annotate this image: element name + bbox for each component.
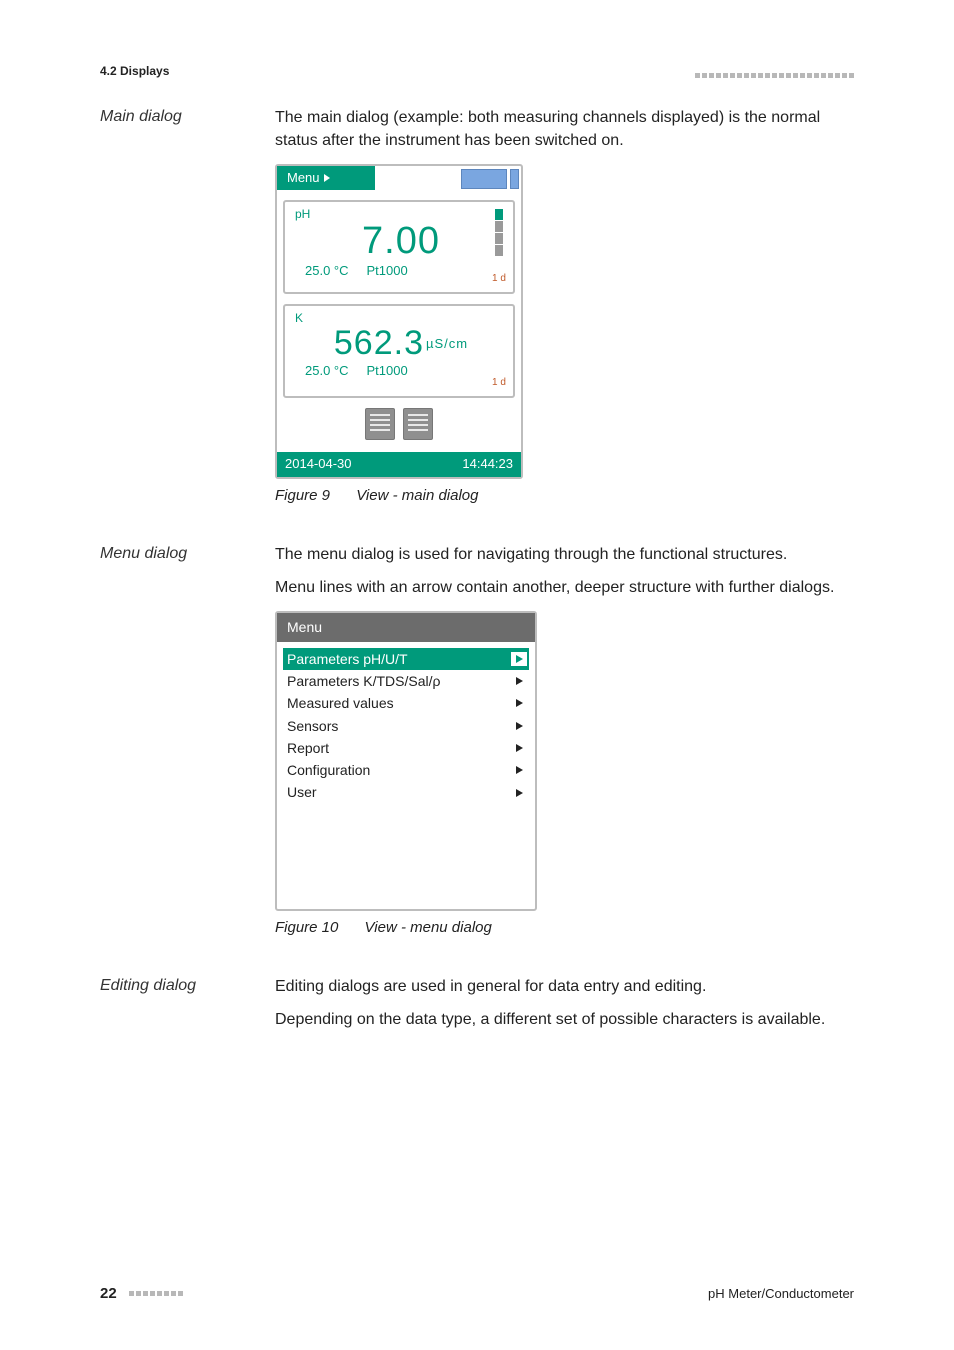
figure10-number: Figure 10 (275, 919, 338, 936)
menu-button-label: Menu (287, 169, 320, 188)
menu-item-label: Parameters K/TDS/Sal/ρ (285, 671, 516, 691)
side-label-main: Main dialog (100, 106, 275, 126)
side-label-menu: Menu dialog (100, 543, 275, 563)
chevron-right-icon (516, 722, 523, 730)
signal-strength-ph (495, 208, 503, 256)
device-main-dialog: Menu pH 7.00 25.0 °C Pt1000 (275, 164, 523, 479)
editing-dialog-p1: Editing dialogs are used in general for … (275, 975, 854, 998)
footer-decoration (129, 1291, 183, 1296)
chevron-right-icon (516, 699, 523, 707)
status-bar: 2014-04-30 14:44:23 (277, 452, 521, 477)
menu-item-label: Sensors (285, 716, 516, 736)
header-decoration (695, 73, 854, 78)
chevron-right-icon (324, 174, 330, 182)
editing-dialog-p2: Depending on the data type, a different … (275, 1008, 854, 1031)
panel-k-value: 562.3µS/cm (295, 326, 507, 360)
menu-title-bar: Menu (277, 613, 535, 641)
main-dialog-intro: The main dialog (example: both measuring… (275, 106, 854, 152)
panel-k-temp: 25.0 °C (305, 362, 349, 381)
section-heading: 4.2 Displays (100, 64, 169, 78)
figure9-number: Figure 9 (275, 487, 330, 504)
menu-item-label: User (285, 782, 516, 802)
chevron-right-icon (516, 677, 523, 685)
panel-ph-value: 7.00 (295, 222, 507, 260)
menu-item-label: Measured values (285, 693, 516, 713)
menu-dialog-p1: The menu dialog is used for navigating t… (275, 543, 854, 566)
menu-item[interactable]: Sensors (283, 715, 529, 737)
panel-ph-temp: 25.0 °C (305, 262, 349, 281)
top-indicator-bars (460, 166, 521, 190)
chevron-right-icon (516, 766, 523, 774)
menu-item-label: Parameters pH/U/T (285, 649, 511, 669)
figure10-caption: View - menu dialog (365, 919, 492, 936)
chevron-right-icon (516, 789, 523, 797)
menu-item[interactable]: User (283, 781, 529, 803)
page-number: 22 (100, 1285, 117, 1302)
panel-ph: pH 7.00 25.0 °C Pt1000 1 d (283, 200, 515, 294)
status-date: 2014-04-30 (285, 455, 352, 474)
menu-dialog-p2: Menu lines with an arrow contain another… (275, 576, 854, 599)
panel-ph-drift: 1 d (492, 272, 506, 287)
menu-item[interactable]: Report (283, 737, 529, 759)
panel-k-probe: Pt1000 (367, 362, 408, 381)
panel-k-drift: 1 d (492, 376, 506, 391)
menu-item-label: Configuration (285, 760, 516, 780)
menu-item[interactable]: Configuration (283, 759, 529, 781)
chevron-right-icon (516, 744, 523, 752)
status-time: 14:44:23 (462, 455, 513, 474)
menu-item[interactable]: Measured values (283, 692, 529, 714)
menu-button[interactable]: Menu (277, 166, 375, 190)
figure9-caption: View - main dialog (356, 487, 478, 504)
chevron-right-icon (511, 652, 527, 666)
printer-icon[interactable] (365, 408, 395, 440)
menu-item[interactable]: Parameters K/TDS/Sal/ρ (283, 670, 529, 692)
side-label-editing: Editing dialog (100, 975, 275, 995)
footer-doc-title: pH Meter/Conductometer (708, 1286, 854, 1301)
panel-ph-probe: Pt1000 (367, 262, 408, 281)
panel-k-unit: µS/cm (426, 336, 468, 351)
device-menu-dialog: Menu Parameters pH/U/TParameters K/TDS/S… (275, 611, 537, 911)
panel-k: K 562.3µS/cm 25.0 °C Pt1000 1 d (283, 304, 515, 398)
list-icon[interactable] (403, 408, 433, 440)
menu-item[interactable]: Parameters pH/U/T (283, 648, 529, 670)
menu-item-label: Report (285, 738, 516, 758)
